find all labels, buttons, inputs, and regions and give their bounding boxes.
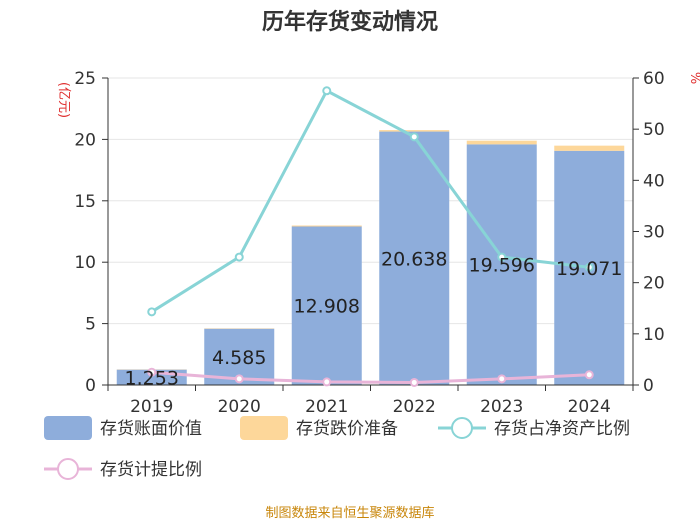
left-tick-label: 0 (85, 376, 96, 396)
left-tick-label: 20 (74, 130, 96, 150)
bar-value-label: 19.071 (556, 258, 622, 280)
bar-value-label: 1.253 (125, 367, 179, 389)
point-net-asset-ratio (584, 262, 594, 272)
legend-item[interactable]: 存货计提比例 (44, 458, 202, 480)
legend-marker (57, 458, 79, 480)
bar-impairment (466, 140, 537, 145)
bar-value-label: 19.596 (469, 255, 535, 277)
bar-impairment (554, 145, 625, 151)
x-tick-label: 2022 (393, 397, 436, 417)
point-provision-ratio (322, 377, 332, 387)
legend-label: 存货跌价准备 (296, 419, 398, 439)
legend-label: 存货账面价值 (100, 419, 202, 439)
legend-item[interactable]: 存货跌价准备 (240, 416, 398, 440)
right-tick-label: 60 (643, 69, 665, 89)
bar-book-value (379, 131, 450, 385)
right-tick-label: 0 (643, 376, 654, 396)
point-provision-ratio (409, 377, 419, 387)
point-provision-ratio (147, 367, 157, 377)
legend-item[interactable]: 存货账面价值 (44, 416, 202, 440)
x-tick-label: 2023 (480, 397, 523, 417)
point-provision-ratio (497, 374, 507, 384)
left-axis-label: (亿元) (56, 82, 71, 118)
legend-swatch (240, 416, 288, 440)
legend-item[interactable]: 存货占净资产比例 (438, 417, 630, 439)
right-axis-label: % (687, 72, 700, 84)
bar-value-label: 4.585 (212, 347, 266, 369)
point-net-asset-ratio (409, 132, 419, 142)
point-net-asset-ratio (147, 307, 157, 317)
point-net-asset-ratio (322, 86, 332, 96)
x-tick-label: 2021 (305, 397, 348, 417)
bar-value-label: 12.908 (294, 296, 360, 318)
right-tick-label: 40 (643, 171, 665, 191)
x-tick-label: 2019 (130, 397, 173, 417)
bar-impairment (379, 130, 450, 132)
footer-source: 制图数据来自恒生聚源数据库 (265, 505, 434, 521)
line-net-asset-ratio (150, 88, 590, 314)
point-net-asset-ratio (497, 252, 507, 262)
right-tick-label: 50 (643, 120, 665, 140)
bar-impairment (291, 225, 362, 227)
right-tick-label: 20 (643, 274, 665, 294)
right-tick-label: 30 (643, 223, 665, 243)
legend-marker (451, 417, 473, 439)
right-tick-label: 10 (643, 325, 665, 345)
legend-label: 存货占净资产比例 (494, 419, 630, 439)
bar-book-value (291, 226, 362, 385)
point-provision-ratio (234, 374, 244, 384)
left-tick-label: 10 (74, 253, 96, 273)
left-tick-label: 15 (74, 192, 96, 212)
chart-title: 历年存货变动情况 (262, 9, 438, 35)
left-tick-label: 5 (85, 315, 96, 335)
x-tick-label: 2020 (218, 397, 261, 417)
legend-label: 存货计提比例 (100, 460, 202, 480)
legend-swatch (44, 416, 92, 440)
bar-value-label: 20.638 (381, 248, 447, 270)
line-provision-ratio (151, 370, 590, 384)
left-tick-label: 25 (74, 69, 96, 89)
point-net-asset-ratio (234, 252, 244, 262)
bar-book-value (466, 144, 537, 385)
point-provision-ratio (584, 370, 594, 380)
x-tick-label: 2024 (568, 397, 611, 417)
